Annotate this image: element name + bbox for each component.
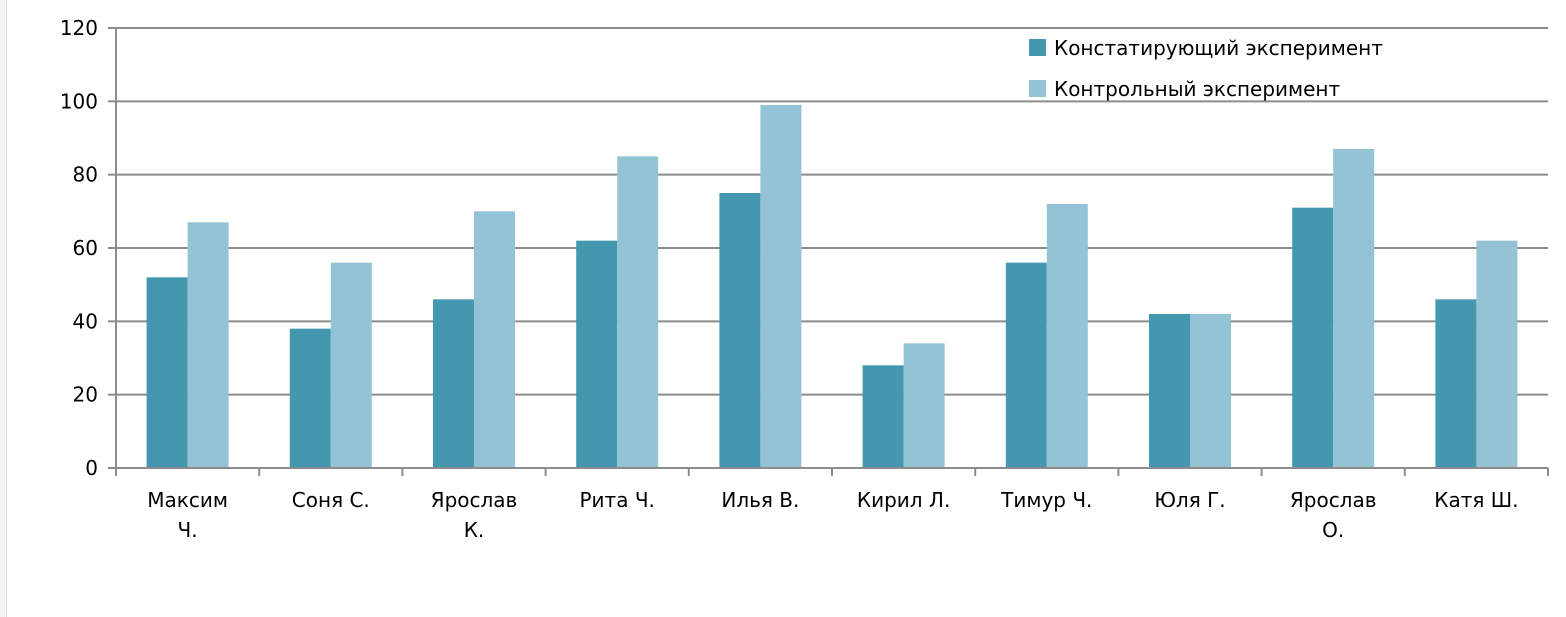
bar [1190,314,1231,468]
window-left-edge [0,0,7,617]
y-tick-label: 40 [73,309,98,333]
legend-label: Контрольный эксперимент [1054,77,1340,101]
bar [576,240,618,468]
bar [1005,262,1047,468]
y-tick-label: 120 [60,16,98,40]
bar [1435,299,1477,468]
bar [146,277,188,468]
bar [1046,204,1088,468]
bar [187,222,229,468]
legend-swatch [1029,80,1046,97]
x-tick-labels: Максим Ч. Соня С. Ярослав К. Рита Ч. Илья В. Ки… [147,488,1518,542]
axes [108,27,1549,476]
legend-swatch [1029,39,1046,56]
x-tick-label: Максим Ч. [147,488,228,542]
y-tick-label: 20 [73,383,98,407]
y-tick-labels: 0 20 40 60 80 100 120 [60,16,98,480]
x-tick-label: Катя Ш. [1434,488,1518,512]
bar [617,156,659,469]
x-tick-label: Ярослав К. [431,488,518,542]
bar [474,211,515,469]
bar [330,262,372,468]
bar [1476,240,1518,468]
x-tick-label: Юля Г. [1154,488,1225,512]
x-tick-label: Рита Ч. [580,488,655,512]
bar [1333,149,1375,468]
bars [146,105,1518,469]
legend: Констатирующий эксперимент Контрольный эк… [1029,36,1383,101]
bar [1292,207,1334,468]
x-tick-label: Соня С. [292,488,370,512]
y-tick-label: 80 [73,163,98,187]
x-tick-label: Ярослав О. [1290,488,1377,542]
y-tick-label: 60 [73,236,98,260]
x-tick-label: Илья В. [721,488,799,512]
bar [862,365,904,468]
bar [1149,314,1190,468]
bar [903,343,945,468]
y-tick-label: 0 [85,456,98,480]
x-tick-label: Тимур Ч. [1000,488,1092,512]
y-tick-label: 100 [60,89,98,113]
x-tick-label: Кирил Л. [857,488,950,512]
bar [433,299,474,468]
legend-label: Констатирующий эксперимент [1054,36,1383,60]
bar [719,193,761,468]
bar [760,105,802,468]
bar [289,328,331,468]
